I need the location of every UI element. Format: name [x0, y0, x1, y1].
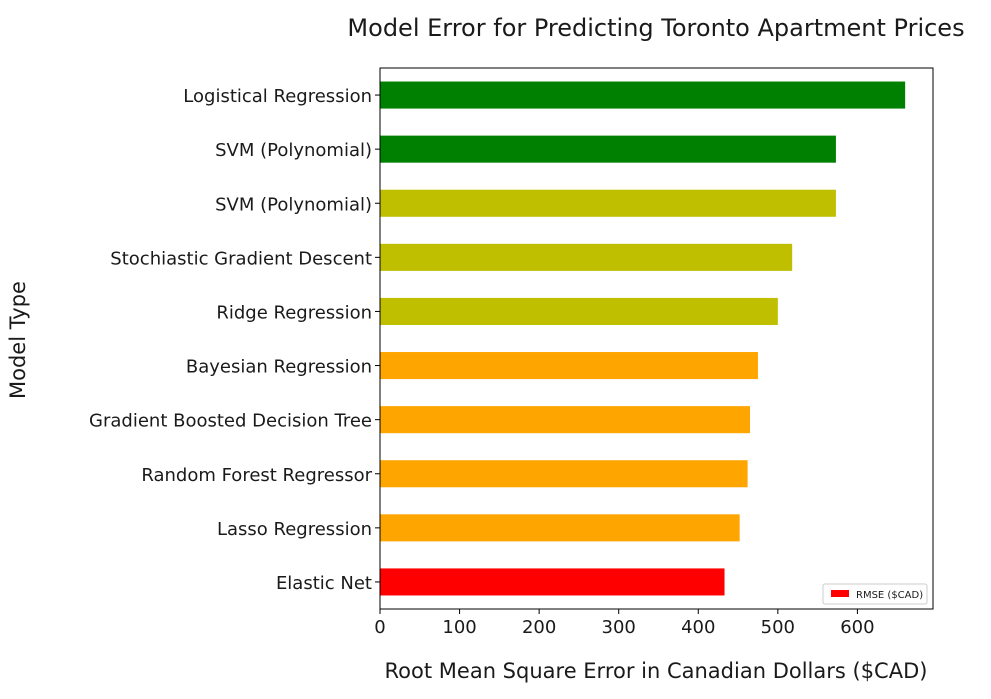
bar	[380, 81, 906, 109]
x-tick-label: 200	[522, 617, 556, 638]
bar	[380, 568, 725, 596]
x-tick-label: 300	[602, 617, 636, 638]
y-tick-label: SVM (Polynomial)	[215, 194, 372, 215]
x-axis-label: Root Mean Square Error in Canadian Dolla…	[385, 659, 928, 683]
x-tick-label: 600	[840, 617, 874, 638]
y-tick-label: Gradient Boosted Decision Tree	[89, 411, 372, 432]
x-tick-label: 500	[761, 617, 795, 638]
bar	[380, 406, 750, 434]
y-tick-label: Elastic Net	[276, 573, 372, 594]
y-tick-label: Bayesian Regression	[186, 357, 372, 378]
legend: RMSE ($CAD)	[822, 583, 928, 605]
x-tick-label: 100	[442, 617, 476, 638]
y-tick-label: Lasso Regression	[217, 519, 372, 540]
x-tick-label: 0	[374, 617, 385, 638]
legend-swatch	[831, 590, 849, 597]
y-tick-label: SVM (Polynomial)	[215, 140, 372, 161]
chart-title: Model Error for Predicting Toronto Apart…	[347, 14, 964, 42]
y-axis-label: Model Type	[6, 281, 30, 399]
y-tick-label: Random Forest Regressor	[141, 465, 372, 486]
x-ticks-group: 0 100 200 300 400 500 600	[374, 609, 875, 638]
y-tick-label: Logistical Regression	[183, 86, 372, 107]
plot-frame	[379, 67, 934, 610]
legend-box	[822, 583, 928, 605]
bars-group	[380, 81, 906, 596]
y-ticks-group: Logistical Regression SVM (Polynomial) SVM…	[89, 86, 380, 594]
legend-label: RMSE ($CAD)	[856, 590, 923, 601]
y-tick-label: Ridge Regression	[216, 302, 372, 323]
bar	[380, 243, 793, 271]
bar	[380, 297, 778, 325]
bar	[380, 189, 836, 217]
bar	[380, 135, 836, 163]
bar	[380, 460, 748, 488]
bar	[380, 352, 758, 380]
x-tick-label: 400	[681, 617, 715, 638]
y-tick-label: Stochiastic Gradient Descent	[110, 248, 372, 269]
bar	[380, 514, 740, 542]
